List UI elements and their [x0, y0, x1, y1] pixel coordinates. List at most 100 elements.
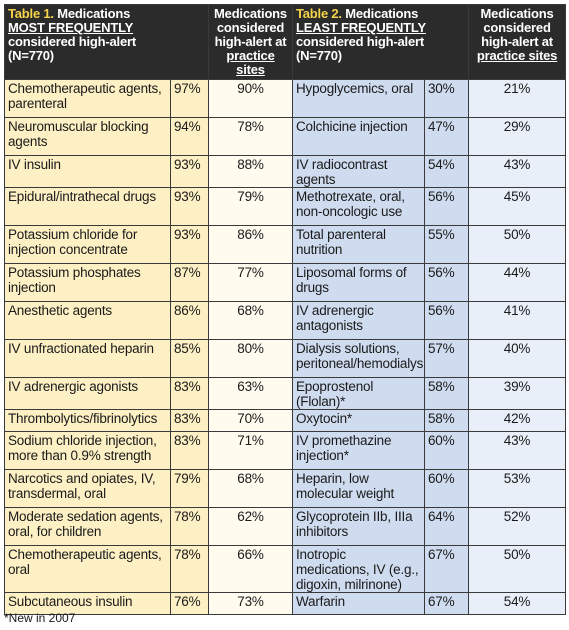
left-practice-percent: 90% [208, 79, 293, 118]
right-percent: 30% [423, 79, 470, 118]
left-percent: 78% [170, 507, 209, 546]
left-practice-percent: 68% [208, 301, 293, 340]
table2-header: Table 2. Medications LEAST FREQUENTLY co… [291, 4, 470, 80]
right-practice-percent: 41% [468, 301, 567, 340]
left-drug-name: Potassium phosphates injection [4, 263, 171, 302]
table-row: Epidural/intrathecal drugs 93% 79% Methotre… [4, 187, 567, 226]
left-practice-percent: 78% [208, 117, 293, 156]
left-drug-name: IV unfractionated heparin [4, 339, 171, 378]
right-drug-name: IV adrenergic antagonists [292, 301, 425, 340]
left-percent: 93% [170, 187, 209, 226]
table2-practice-line3: high-alert at [481, 34, 553, 49]
left-practice-percent: 77% [208, 263, 293, 302]
left-practice-percent: 88% [208, 155, 293, 188]
left-drug-name: Epidural/intrathecal drugs [4, 187, 171, 226]
left-drug-name: IV insulin [4, 155, 171, 188]
table-row: Thrombolytics/fibrinolytics 83% 70% Oxytoci… [4, 409, 567, 432]
right-percent: 58% [423, 377, 470, 410]
right-percent: 54% [423, 155, 470, 188]
right-drug-name: Epoprostenol (Flolan)* [292, 377, 425, 410]
right-practice-percent: 42% [468, 409, 567, 432]
table-row: Chemotherapeutic agents, oral 78% 66% Inotr… [4, 545, 567, 593]
footnote: *New in 2007 [4, 611, 76, 625]
left-percent: 97% [170, 79, 209, 118]
table2-practice-line1: Medications [480, 6, 554, 21]
table1-practice-line2: considered [216, 20, 285, 35]
table-row: Neuromuscular blocking agents 94% 78% Colch… [4, 117, 567, 156]
table2-practice-line4: practice sites [476, 48, 558, 63]
right-practice-percent: 54% [468, 592, 567, 615]
right-practice-percent: 52% [468, 507, 567, 546]
left-drug-name: Neuromuscular blocking agents [4, 117, 171, 156]
table-row: Narcotics and opiates, IV, transdermal, … [4, 469, 567, 508]
right-percent: 57% [423, 339, 470, 378]
left-practice-percent: 63% [208, 377, 293, 410]
left-percent: 94% [170, 117, 209, 156]
table-row: Anesthetic agents 86% 68% IV adrenergic ant… [4, 301, 567, 340]
right-practice-percent: 40% [468, 339, 567, 378]
table1-practice-line1: Medications [214, 6, 287, 21]
left-percent: 79% [170, 469, 209, 508]
left-practice-percent: 73% [208, 592, 293, 615]
right-drug-name: Hypoglycemics, oral [292, 79, 425, 118]
left-drug-name: Anesthetic agents [4, 301, 171, 340]
table-row: IV insulin 93% 88% IV radiocontrast agents 5… [4, 155, 567, 188]
left-practice-percent: 68% [208, 469, 293, 508]
table2-practice-header: Medications considered high-alert at pra… [468, 4, 567, 80]
right-percent: 56% [423, 301, 470, 340]
right-drug-name: Glycoprotein IIb, IIIa inhibitors [292, 507, 425, 546]
table1-practice-line4: practice sites [226, 48, 275, 77]
left-drug-name: Moderate sedation agents, oral, for chil… [4, 507, 171, 546]
high-alert-medications-table: Table 1. Medications MOST FREQUENTLY con… [4, 4, 567, 615]
right-percent: 64% [423, 507, 470, 546]
right-practice-percent: 50% [468, 225, 567, 264]
right-drug-name: Total parenteral nutrition [292, 225, 425, 264]
right-drug-name: Dialysis solutions, peritoneal/hemodialy… [292, 339, 425, 378]
right-percent: 67% [423, 545, 470, 593]
left-drug-name: Narcotics and opiates, IV, transdermal, … [4, 469, 171, 508]
left-percent: 93% [170, 225, 209, 264]
table1-practice-line3: high-alert at [214, 34, 287, 49]
right-practice-percent: 50% [468, 545, 567, 593]
right-drug-name: Inotropic medications, IV (e.g., digoxin… [292, 545, 425, 593]
right-percent: 56% [423, 263, 470, 302]
left-percent: 78% [170, 545, 209, 593]
left-practice-percent: 62% [208, 507, 293, 546]
right-practice-percent: 43% [468, 431, 567, 470]
left-drug-name: Sodium chloride injection, more than 0.9… [4, 431, 171, 470]
right-drug-name: IV promethazine injection* [292, 431, 425, 470]
table2-emphasis: LEAST FREQUENTLY [296, 20, 426, 35]
left-percent: 83% [170, 377, 209, 410]
left-practice-percent: 71% [208, 431, 293, 470]
table2-subtitle: considered high-alert [296, 34, 424, 49]
right-practice-percent: 43% [468, 155, 567, 188]
right-drug-name: Liposomal forms of drugs [292, 263, 425, 302]
table1-subtitle: considered high-alert [8, 34, 136, 49]
left-percent: 87% [170, 263, 209, 302]
left-drug-name: Chemotherapeutic agents, parenteral [4, 79, 171, 118]
right-percent: 47% [423, 117, 470, 156]
right-practice-percent: 53% [468, 469, 567, 508]
table-row: Potassium chloride for injection concent… [4, 225, 567, 264]
left-practice-percent: 66% [208, 545, 293, 593]
right-practice-percent: 21% [468, 79, 567, 118]
table1-practice-header: Medications considered high-alert at pra… [208, 4, 293, 80]
right-drug-name: Colchicine injection [292, 117, 425, 156]
left-percent: 93% [170, 155, 209, 188]
table-row: IV adrenergic agonists 83% 63% Epoprostenol… [4, 377, 567, 410]
left-percent: 83% [170, 431, 209, 470]
table2-tag: Table 2. [296, 6, 342, 21]
left-practice-percent: 86% [208, 225, 293, 264]
table1-emphasis: MOST FREQUENTLY [8, 20, 134, 35]
left-drug-name: Potassium chloride for injection concent… [4, 225, 171, 264]
right-percent: 58% [423, 409, 470, 432]
right-percent: 56% [423, 187, 470, 226]
right-drug-name: Methotrexate, oral, non-oncologic use [292, 187, 425, 226]
table1-title: Medications [57, 6, 131, 21]
left-drug-name: Subcutaneous insulin [4, 592, 171, 615]
table1-header: Table 1. Medications MOST FREQUENTLY con… [4, 4, 209, 80]
right-drug-name: Heparin, low molecular weight [292, 469, 425, 508]
right-drug-name: Warfarin [292, 592, 425, 615]
right-percent: 67% [423, 592, 470, 615]
right-practice-percent: 39% [468, 377, 567, 410]
